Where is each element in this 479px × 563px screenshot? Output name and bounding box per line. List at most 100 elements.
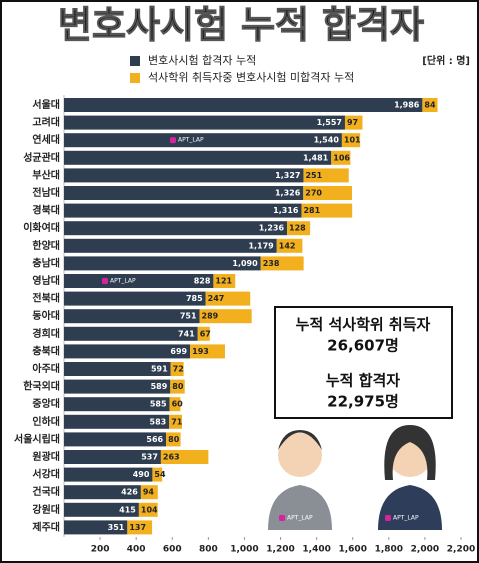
bar-segment [64, 414, 170, 429]
value-label: 270 [305, 189, 322, 198]
value-label: 741 [178, 329, 195, 338]
y-tick-label: 충북대 [32, 344, 60, 357]
value-label: 106 [333, 153, 350, 162]
watermark-icon [279, 515, 285, 521]
value-label: 537 [141, 453, 158, 462]
legend-swatch [130, 73, 140, 83]
bar-segment [190, 344, 225, 359]
value-label: 263 [163, 453, 180, 462]
bar-segment [64, 379, 171, 394]
y-tick-label: 경희대 [32, 327, 60, 340]
value-label: 591 [151, 365, 168, 374]
bar-segment [64, 168, 304, 183]
value-label: 415 [119, 505, 136, 514]
bar-segment [64, 274, 214, 288]
bar-segment [276, 238, 303, 253]
value-label: 137 [129, 523, 146, 532]
bar-segment [64, 150, 332, 165]
legend-label: 석사학위 취득자중 변호사시험 미합격자 누적 [148, 71, 354, 84]
bar-segment [64, 467, 153, 482]
annotation: 22,975명 [327, 393, 399, 411]
value-label: 583 [150, 417, 167, 426]
value-label: 80 [172, 382, 184, 391]
bar-segment [64, 98, 423, 112]
y-tick-label: 아주대 [32, 362, 60, 375]
x-tick-label: 800 [199, 545, 218, 555]
value-label: 828 [194, 277, 211, 286]
annotation: 누적 석사학위 취득자 [296, 316, 431, 334]
bar-segment [64, 309, 200, 324]
value-label: 251 [305, 171, 322, 180]
bar-segment [260, 256, 304, 271]
x-tick-label: 1,600 [338, 545, 366, 555]
bar-segment [64, 432, 167, 447]
bar-segment [303, 168, 349, 183]
value-label: 238 [263, 259, 280, 268]
y-tick-label: 중앙대 [32, 397, 60, 410]
bar-segment [64, 115, 345, 130]
value-label: 566 [146, 435, 163, 444]
value-label: 97 [347, 118, 358, 127]
bar-segment [64, 326, 198, 341]
value-label: 1,481 [303, 153, 329, 162]
value-label: 104 [141, 505, 158, 514]
bar-segment [64, 450, 161, 464]
value-label: 193 [192, 347, 209, 356]
value-label: 67 [200, 329, 211, 338]
y-tick-label: 경북대 [32, 204, 60, 217]
bar-segment [127, 520, 153, 535]
value-label: 1,236 [259, 224, 285, 233]
y-tick-label: 동아대 [32, 309, 60, 322]
value-label: 1,179 [248, 241, 274, 250]
value-label: 72 [173, 365, 184, 374]
x-tick-label: 2,000 [411, 545, 439, 555]
bar-segment [287, 221, 311, 236]
y-tick-label: 서울시립대 [14, 432, 60, 445]
bar-segment [64, 502, 139, 517]
value-label: 1,557 [317, 118, 342, 127]
y-tick-label: 영남대 [32, 274, 60, 287]
x-tick-label: 400 [127, 545, 146, 555]
bar-segment [64, 397, 170, 412]
x-tick-label: 1,400 [302, 545, 330, 555]
x-tick-label: 1,800 [375, 545, 403, 555]
bar-segment [64, 256, 261, 271]
y-tick-label: 전북대 [32, 292, 60, 305]
y-tick-label: 인하대 [32, 415, 60, 428]
y-tick-label: 제주대 [32, 520, 60, 533]
bar-segment [303, 186, 353, 200]
value-label: 121 [215, 277, 232, 286]
watermark: APT_LAP [393, 515, 419, 522]
value-label: 1,090 [232, 259, 258, 268]
value-label: 585 [150, 400, 167, 409]
bar-segment [166, 432, 181, 447]
bar-segment [64, 485, 141, 500]
bar-segment [140, 485, 158, 500]
value-label: 101 [344, 136, 361, 145]
y-tick-label: 고려대 [32, 116, 60, 129]
bar-segment [197, 326, 210, 341]
y-tick-label: 한양대 [32, 239, 60, 252]
bar-segment [64, 291, 206, 306]
value-label: 589 [151, 382, 168, 391]
value-label: 1,327 [275, 171, 300, 180]
bar-segment [138, 502, 158, 517]
y-tick-label: 성균관대 [23, 151, 60, 164]
bar-segment [160, 450, 209, 464]
y-tick-label: 건국대 [32, 485, 60, 498]
watermark-icon [170, 137, 176, 144]
legend-label: 변호사시험 합격자 누적 [148, 54, 256, 67]
value-label: 1,316 [273, 206, 299, 215]
person-icon [268, 425, 442, 530]
annotation: 26,607명 [327, 337, 399, 355]
bar-segment [170, 379, 185, 394]
watermark-icon [102, 278, 108, 284]
y-tick-label: 연세대 [32, 133, 60, 146]
bar-segment [213, 274, 236, 288]
bar-segment [152, 467, 163, 482]
value-label: 142 [279, 241, 296, 250]
bar-segment [64, 133, 342, 148]
bar-segment [64, 186, 304, 200]
y-tick-label: 한국외대 [23, 380, 60, 393]
bar-segment [64, 362, 171, 376]
